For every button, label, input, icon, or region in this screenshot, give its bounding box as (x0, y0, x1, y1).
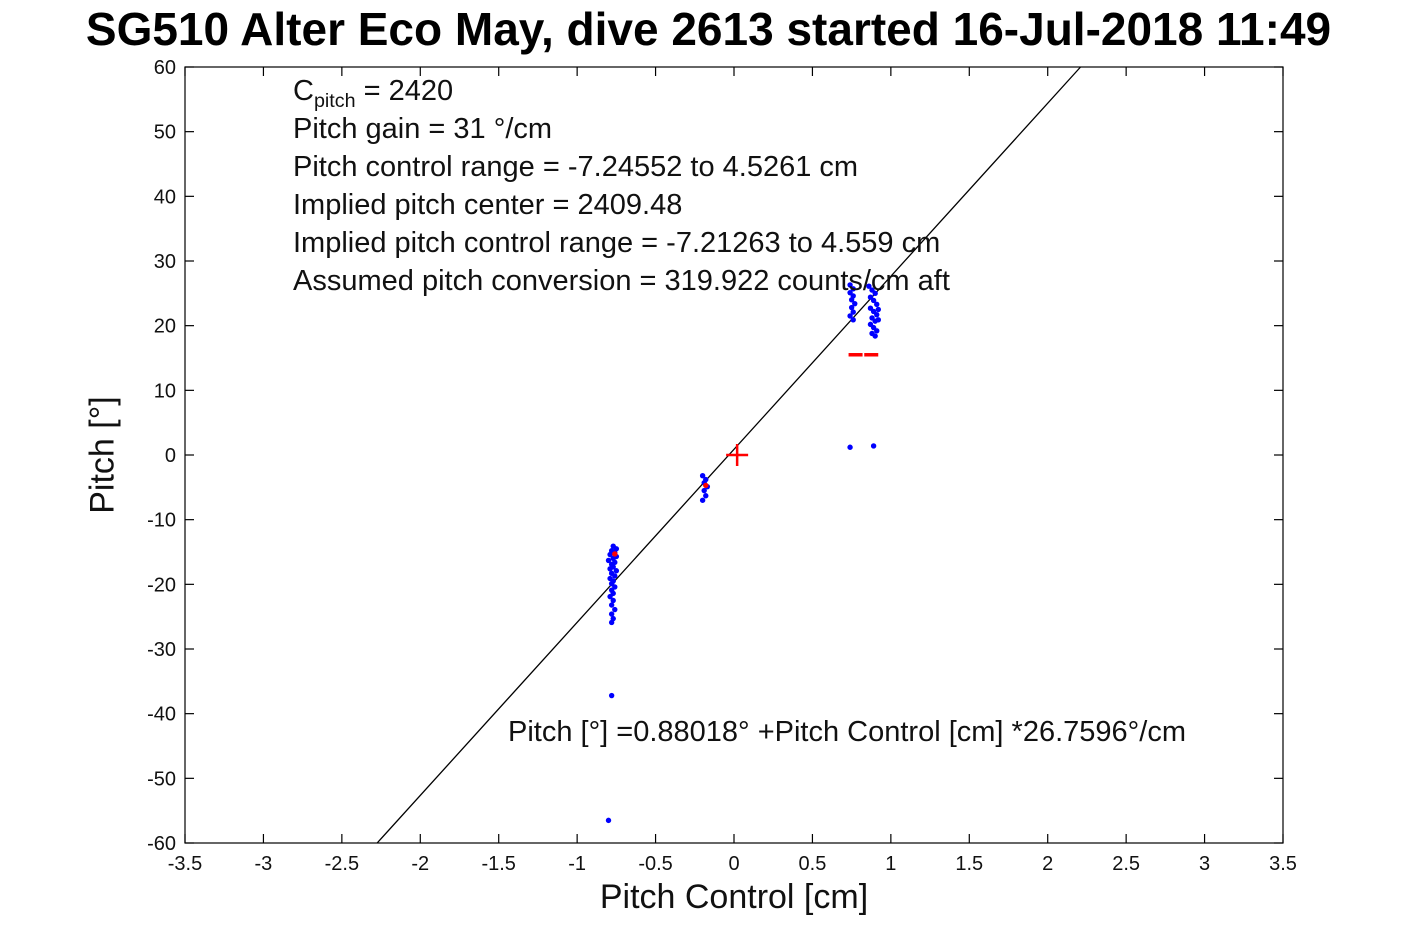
pitch-observations-point (874, 301, 880, 308)
x-tick-label: 2.5 (1112, 853, 1140, 875)
pitch-observations-point (612, 606, 618, 613)
info-line-assumed-pitch-conversion: Assumed pitch conversion = 319.922 count… (293, 265, 950, 297)
y-tick-label: 60 (154, 57, 176, 79)
x-tick-label: -1 (568, 853, 586, 875)
pitch-observations-point (608, 692, 615, 699)
pitch-observations-point (850, 309, 856, 315)
y-tick-label: -40 (147, 704, 176, 726)
y-axis-label: Pitch [°] (83, 396, 122, 514)
pitch-observations-point (850, 317, 856, 323)
pitch-observations-point (612, 573, 618, 579)
x-tick-label: -1.5 (481, 853, 515, 875)
pitch-observations-point (875, 317, 882, 323)
calibration-info-block: Cpitch = 2420 Pitch gain = 31 °/cm Pitch… (293, 72, 950, 300)
figure-title: SG510 Alter Eco May, dive 2613 started 1… (85, 3, 1332, 55)
y-tick-label: 20 (154, 316, 176, 338)
x-tick-label: -0.5 (638, 853, 672, 875)
x-tick-label: 3.5 (1269, 853, 1297, 875)
x-tick-label: -2 (411, 853, 429, 875)
pitch-observations-point (875, 306, 882, 313)
pitch-observations-point (850, 286, 856, 292)
y-tick-label: -60 (147, 833, 176, 855)
x-tick-label: 2 (1042, 853, 1053, 875)
x-tick-label: 1.5 (955, 853, 983, 875)
x-tick-label: 0.5 (799, 853, 827, 875)
x-axis-label: Pitch Control [cm] (599, 878, 869, 916)
pitch-observations-point (613, 568, 620, 574)
x-tick-label: 0 (728, 853, 739, 875)
pitch-observations-point (703, 493, 709, 499)
pitch-observations-point (848, 297, 855, 303)
pitch-observations-point (852, 300, 858, 307)
info-line-implied-pitch-center: Implied pitch center = 2409.48 (293, 189, 683, 221)
pitch-observations-point (610, 597, 616, 604)
x-tick-label: -3 (255, 853, 273, 875)
pitch-observations-point (847, 444, 853, 450)
highlight-dots-point (703, 482, 709, 489)
fit-equation-label: Pitch [°] =0.88018° +Pitch Control [cm] … (508, 716, 1186, 748)
pitch-observations-point (605, 817, 612, 824)
pitch-observations-point (701, 487, 707, 494)
y-tick-label: 40 (154, 186, 176, 208)
pitch-observations-point (607, 551, 613, 558)
pitch-observations-point (870, 443, 877, 449)
pitch-observations-point (608, 611, 615, 617)
cpitch-value: = 2420 (355, 75, 454, 107)
y-tick-label: 10 (154, 380, 176, 402)
pitch-observations-point (870, 297, 877, 304)
highlight-dots-point (612, 551, 618, 557)
x-tick-label: 1 (885, 853, 896, 875)
x-tick-label: 3 (1199, 853, 1210, 875)
cpitch-symbol: C (293, 75, 314, 107)
pitch-observations-point (872, 290, 878, 297)
info-line-implied-pitch-control-range: Implied pitch control range = -7.21263 t… (293, 227, 941, 259)
pitch-observations-point (608, 602, 615, 608)
pitch-observations-point (607, 566, 613, 572)
info-line-pitch-gain: Pitch gain = 31 °/cm (293, 113, 553, 145)
pitch-observations-point (866, 283, 872, 289)
pitch-observations-point (607, 593, 613, 600)
pitch-observations-point (872, 333, 878, 339)
cpitch-subscript: pitch (313, 89, 356, 112)
y-tick-label: -20 (147, 574, 176, 596)
y-tick-label: -50 (147, 768, 176, 790)
info-line-pitch-control-range: Pitch control range = -7.24552 to 4.5261… (293, 151, 859, 183)
x-tick-label: -3.5 (168, 853, 202, 875)
info-line-cpitch: Cpitch = 2420 (293, 72, 950, 112)
pitch-observations-point (874, 328, 880, 334)
pitch-observations-point (699, 497, 706, 503)
y-tick-label: 30 (154, 251, 176, 273)
pitch-observations-point (847, 282, 853, 288)
y-tick-label: 50 (154, 122, 176, 144)
pitch-observations-point (847, 313, 853, 319)
pitch-observations-point (699, 472, 706, 479)
y-tick-label: 0 (165, 445, 176, 467)
y-tick-label: -30 (147, 639, 176, 661)
pitch-observations-point (874, 311, 880, 318)
pitch-observations-point (605, 557, 612, 564)
x-tick-label: -2.5 (325, 853, 359, 875)
pitch-observations-point (848, 304, 855, 311)
pitch-observations-point (608, 619, 615, 626)
y-tick-label: -10 (147, 510, 176, 532)
